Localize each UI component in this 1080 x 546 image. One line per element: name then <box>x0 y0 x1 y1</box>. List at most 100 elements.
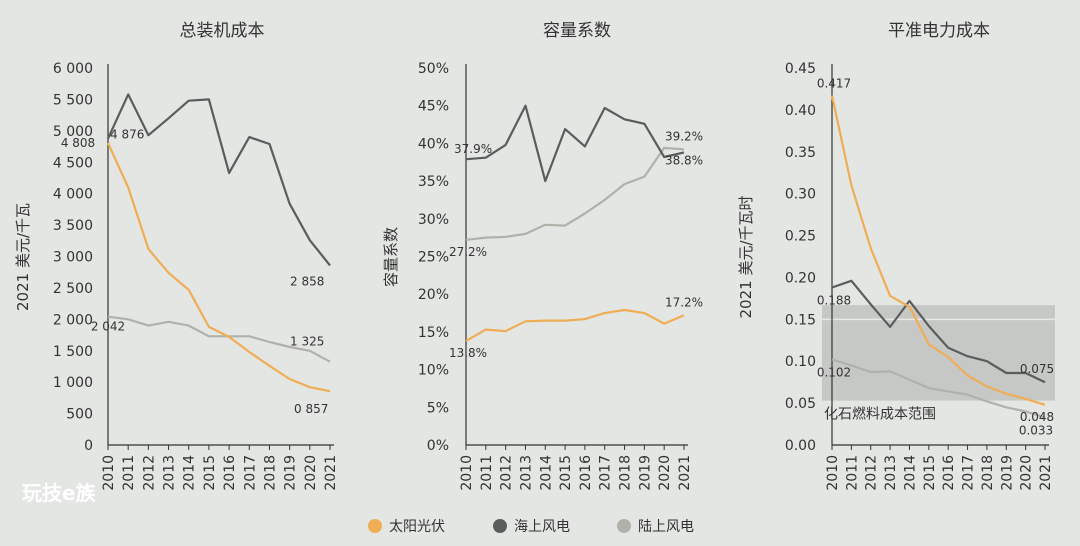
series-line-onshore <box>465 146 685 241</box>
x-tick-label: 2013 <box>518 455 534 491</box>
fossil-range-label: 化石燃料成本范围 <box>824 406 936 423</box>
y-tick-label: 50% <box>418 61 449 77</box>
y-tick-label: 0.40 <box>785 103 816 119</box>
legend-marker-offshore <box>493 519 507 533</box>
data-label: 4 808 <box>61 136 95 150</box>
x-tick-label: 2016 <box>222 455 238 491</box>
x-tick-label: 2018 <box>262 455 278 491</box>
x-tick-label: 2011 <box>121 455 137 491</box>
x-tick-label: 2019 <box>637 455 653 491</box>
data-label: 2 042 <box>91 320 125 334</box>
y-tick-label: 0.25 <box>785 229 816 245</box>
legend-label-offshore: 海上风电 <box>514 519 570 535</box>
y-tick-label: 0.30 <box>785 187 816 203</box>
legend-label-solar: 太阳光伏 <box>389 519 445 535</box>
y-axis-label: 2021 美元/千瓦 <box>14 203 32 311</box>
y-tick-label: 5 000 <box>53 124 93 140</box>
x-tick-label: 2017 <box>598 455 614 491</box>
y-tick-label: 4 000 <box>53 187 93 203</box>
data-label: 39.2% <box>665 129 703 143</box>
x-tick-label: 2013 <box>162 455 178 491</box>
x-tick-label: 2020 <box>303 455 319 491</box>
x-tick-label: 2018 <box>618 455 634 491</box>
series-line-solar <box>465 308 685 342</box>
x-tick-label: 2013 <box>883 455 899 491</box>
chart-panel-3: 化石燃料成本范围 平准电力成本 0.00 0.05 0.10 0.15 0.20 0.25 0.… <box>737 21 1055 491</box>
watermark-text: 玩技e族 <box>22 481 97 505</box>
x-tick-label: 2015 <box>202 455 218 491</box>
chart-title: 总装机成本 <box>180 21 265 41</box>
data-label: 27.2% <box>449 245 487 259</box>
data-label: 0.102 <box>817 366 851 380</box>
y-tick-label: 0.05 <box>785 396 816 412</box>
chart-title: 平准电力成本 <box>888 21 990 41</box>
y-tick-label: 35% <box>418 174 449 190</box>
y-axis-label: 容量系数 <box>382 227 400 287</box>
x-tick-label: 2020 <box>657 455 673 491</box>
x-tick-label: 2015 <box>922 455 938 491</box>
y-tick-label: 40% <box>418 136 449 152</box>
y-tick-label: 1 500 <box>53 344 93 360</box>
y-tick-label: 1 000 <box>53 375 93 391</box>
y-tick-label: 0.00 <box>785 438 816 454</box>
data-label: 13.8% <box>449 346 487 360</box>
x-tick-label: 2011 <box>844 455 860 491</box>
series-line-offshore <box>106 93 331 267</box>
x-tick-label: 2014 <box>182 455 198 491</box>
y-tick-label: 5 500 <box>53 92 93 108</box>
y-tick-label: 30% <box>418 212 449 228</box>
x-tick-label: 2012 <box>141 455 157 491</box>
y-tick-label: 10% <box>418 363 449 379</box>
x-tick-label: 2021 <box>323 455 339 491</box>
y-tick-label: 3 000 <box>53 250 93 266</box>
legend-marker-solar <box>368 519 382 533</box>
x-tick-label: 2015 <box>558 455 574 491</box>
data-label: 0 857 <box>294 402 328 416</box>
x-tick-label: 2019 <box>283 455 299 491</box>
y-tick-label: 15% <box>418 325 449 341</box>
data-label: 0.048 <box>1020 410 1054 424</box>
series-line-solar <box>830 95 1046 406</box>
y-tick-label: 0.35 <box>785 145 816 161</box>
y-tick-label: 45% <box>418 99 449 115</box>
y-tick-label: 0.15 <box>785 312 816 328</box>
charts-group: 总装机成本 0 500 1 000 1 500 2 000 2 500 3 000 3 500 4… <box>14 21 1055 491</box>
chart-panel-1: 总装机成本 0 500 1 000 1 500 2 000 2 500 3 000 3 500 4… <box>14 21 339 491</box>
series-line-offshore <box>831 279 1046 384</box>
data-label: 37.9% <box>454 142 492 156</box>
x-tick-label: 2021 <box>677 455 693 491</box>
y-axis-label: 2021 美元/千瓦时 <box>737 196 755 319</box>
data-label: 1 325 <box>290 335 324 349</box>
y-tick-label: 0.45 <box>785 61 816 77</box>
y-tick-label: 3 500 <box>53 218 93 234</box>
y-tick-label: 5% <box>427 400 449 416</box>
series-line-onshore <box>831 358 1046 419</box>
y-tick-label: 0 <box>84 438 93 454</box>
data-label: 38.8% <box>665 153 703 167</box>
x-tick-label: 2016 <box>578 455 594 491</box>
x-tick-label: 2010 <box>459 455 475 491</box>
x-tick-label: 2021 <box>1038 455 1054 491</box>
chart-title: 容量系数 <box>543 21 611 41</box>
series-line-solar <box>106 142 331 393</box>
x-tick-label: 2016 <box>941 455 957 491</box>
legend-label-onshore: 陆上风电 <box>638 519 694 535</box>
y-tick-label: 20% <box>418 287 449 303</box>
y-tick-label: 0.20 <box>785 270 816 286</box>
y-tick-label: 2 500 <box>53 281 93 297</box>
data-label: 0.188 <box>817 293 851 307</box>
x-tick-label: 2019 <box>999 455 1015 491</box>
x-tick-label: 2020 <box>1019 455 1035 491</box>
x-tick-label: 2011 <box>479 455 495 491</box>
y-tick-label: 4 500 <box>53 155 93 171</box>
x-tick-label: 2017 <box>242 455 258 491</box>
y-tick-label: 2 000 <box>53 312 93 328</box>
x-tick-label: 2018 <box>980 455 996 491</box>
data-label: 0.417 <box>817 77 851 91</box>
x-tick-label: 2010 <box>825 455 841 491</box>
y-tick-label: 0.10 <box>785 354 816 370</box>
data-label: 4 876 <box>110 128 144 142</box>
x-tick-label: 2012 <box>864 455 880 491</box>
